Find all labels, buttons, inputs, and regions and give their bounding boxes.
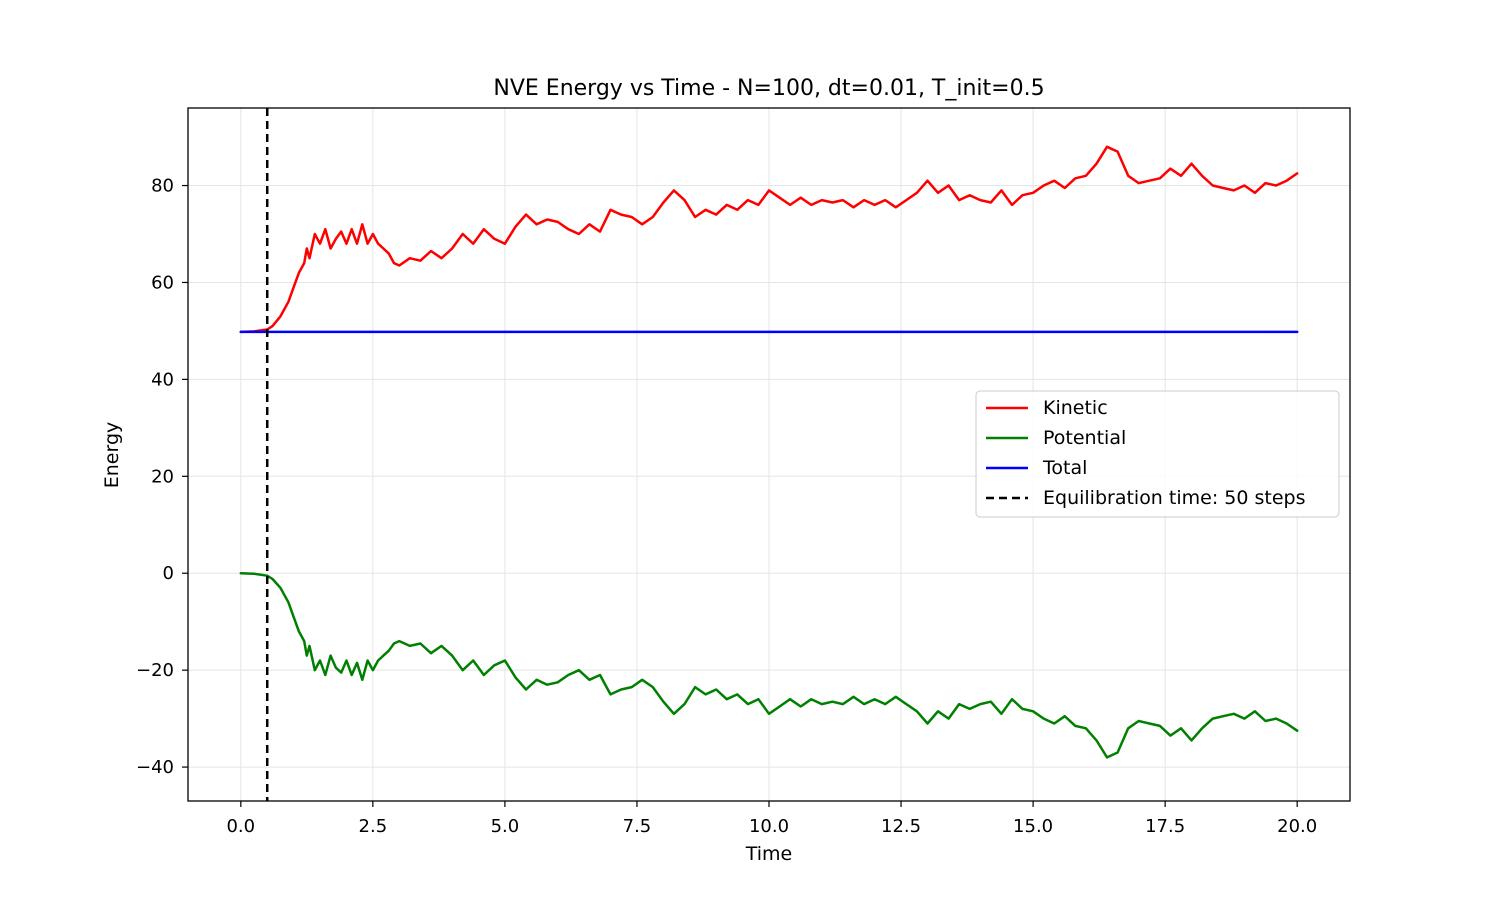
legend-label-total: Total bbox=[1042, 457, 1087, 479]
legend-box bbox=[975, 390, 1340, 518]
x-tick-label: 5.0 bbox=[491, 816, 520, 837]
x-tick-label: 20.0 bbox=[1277, 816, 1317, 837]
y-axis: −40 −20 0 20 40 60 80 bbox=[136, 176, 188, 778]
legend-label-kinetic: Kinetic bbox=[1043, 397, 1108, 419]
x-tick-label: 2.5 bbox=[359, 816, 388, 837]
y-tick-label: 20 bbox=[151, 466, 174, 487]
legend-label-equilibration: Equilibration time: 50 steps bbox=[1043, 487, 1305, 509]
x-tick-label: 0.0 bbox=[226, 816, 255, 837]
series-line-kinetic bbox=[239, 145, 1299, 334]
x-tick-label: 17.5 bbox=[1145, 816, 1185, 837]
x-tick-label: 10.0 bbox=[749, 816, 789, 837]
x-axis: 0.0 2.5 5.0 7.5 10.0 12.5 15.0 17.5 20.0 bbox=[226, 801, 1317, 837]
y-tick-label: −20 bbox=[136, 660, 174, 681]
x-tick-label: 15.0 bbox=[1013, 816, 1053, 837]
series-line-potential bbox=[239, 571, 1299, 759]
y-tick-label: 60 bbox=[151, 272, 174, 293]
x-tick-label: 12.5 bbox=[881, 816, 921, 837]
chart-title: NVE Energy vs Time - N=100, dt=0.01, T_i… bbox=[493, 76, 1044, 101]
y-tick-label: 40 bbox=[151, 369, 174, 390]
grid bbox=[188, 108, 1350, 801]
y-tick-label: 80 bbox=[151, 176, 174, 197]
legend: Kinetic Potential Total Equilibration ti… bbox=[975, 390, 1340, 518]
y-tick-label: −40 bbox=[136, 757, 174, 778]
x-tick-label: 7.5 bbox=[623, 816, 652, 837]
x-axis-label: Time bbox=[745, 843, 793, 865]
y-tick-label: 0 bbox=[163, 563, 174, 584]
y-axis-label: Energy bbox=[101, 422, 123, 489]
legend-label-potential: Potential bbox=[1043, 427, 1126, 449]
plot-series bbox=[239, 108, 1299, 801]
